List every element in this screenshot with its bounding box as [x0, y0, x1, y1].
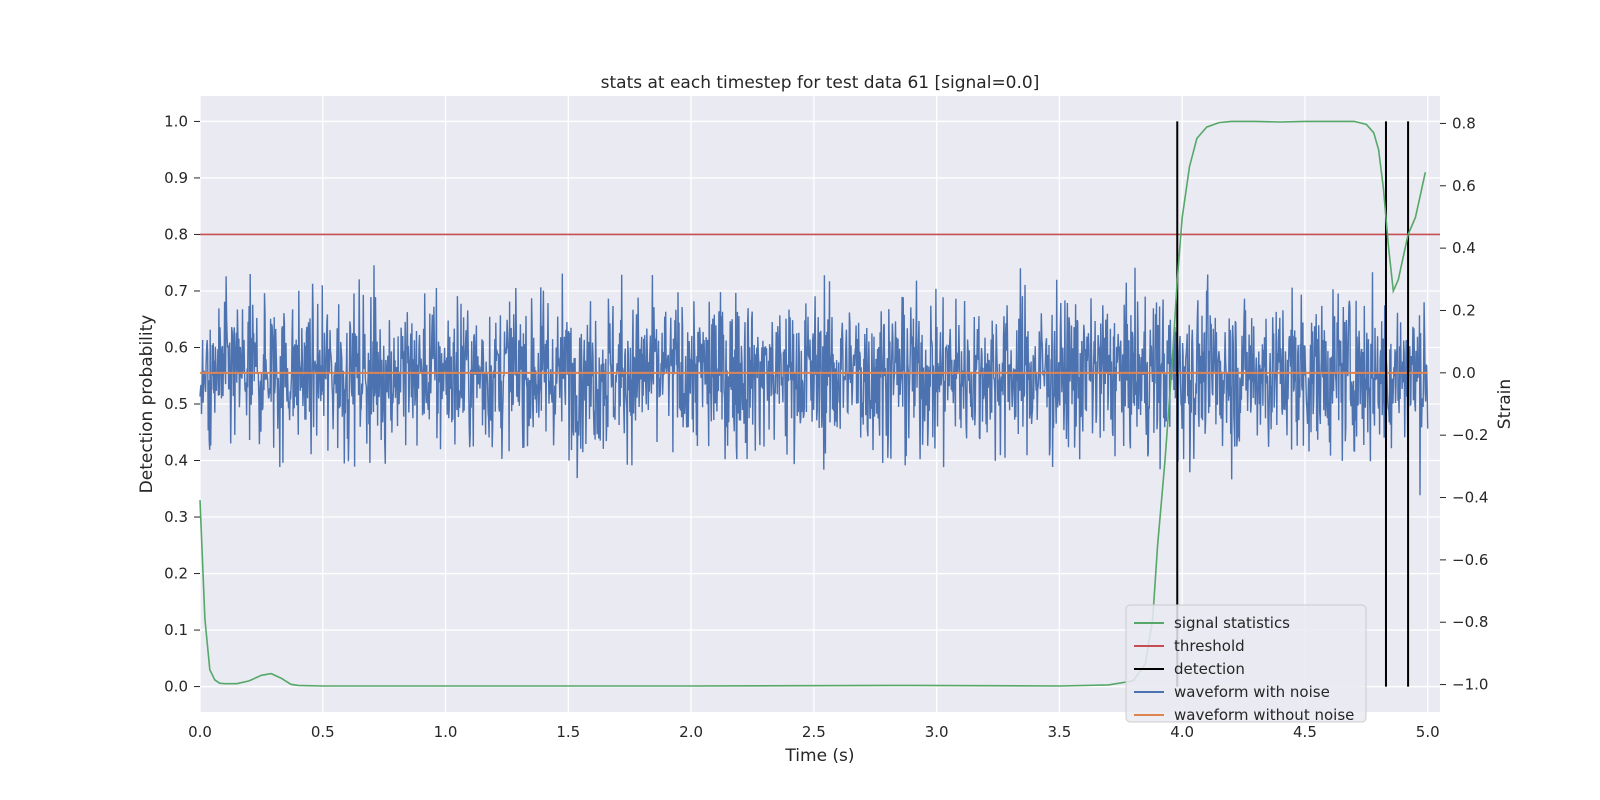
- y-tick-label: 0.5: [164, 395, 188, 413]
- x-tick-label: 1.5: [556, 723, 580, 741]
- legend-label: waveform with noise: [1174, 683, 1330, 701]
- x-tick-label: 3.0: [925, 723, 949, 741]
- y2-tick-label: 0.6: [1452, 177, 1476, 195]
- legend: signal statistics threshold detection wavef…: [1125, 604, 1367, 724]
- y2-tick-label: −0.2: [1452, 426, 1488, 444]
- y2-tick-label: −1.0: [1452, 676, 1488, 694]
- x-tick-label: 0.5: [311, 723, 335, 741]
- y-tick-label: 0.4: [164, 452, 188, 470]
- y2-tick-label: 0.2: [1452, 301, 1476, 319]
- y2-tick-label: −0.6: [1452, 551, 1488, 569]
- y-tick-label: 0.2: [164, 565, 188, 583]
- signal-statistics-line: [199, 120, 1427, 687]
- chart-lines: [199, 120, 1440, 687]
- y2-tick-label: −0.4: [1452, 489, 1488, 507]
- ticks: 0.0 0.5 1.0 1.5 2.0 2.5 3.0 3.5 4.0 4.5 5.0 0.0 0.1 0…: [164, 112, 1488, 741]
- legend-label: waveform without noise: [1174, 706, 1354, 724]
- y-tick-label: 0.1: [164, 621, 188, 639]
- legend-label: threshold: [1174, 637, 1245, 655]
- chart-title: stats at each timestep for test data 61 …: [601, 73, 1040, 93]
- y-tick-label: 1.0: [164, 112, 188, 130]
- y-tick-label: 0.8: [164, 225, 188, 243]
- y2-tick-label: 0.4: [1452, 239, 1476, 257]
- x-tick-label: 1.0: [434, 723, 458, 741]
- x-tick-label: 5.0: [1416, 723, 1440, 741]
- legend-label: signal statistics: [1174, 614, 1290, 632]
- y-tick-label: 0.7: [164, 282, 188, 300]
- waveform-with-noise-line: [199, 265, 1429, 496]
- y2-tick-label: 0.8: [1452, 114, 1476, 132]
- x-tick-label: 4.5: [1293, 723, 1317, 741]
- x-axis-label: Time (s): [784, 746, 854, 766]
- x-tick-label: 4.0: [1170, 723, 1194, 741]
- y2-axis-label: Strain: [1495, 379, 1515, 429]
- x-tick-label: 2.0: [679, 723, 703, 741]
- y-tick-label: 0.9: [164, 169, 188, 187]
- x-tick-label: 2.5: [802, 723, 826, 741]
- y-tick-label: 0.6: [164, 338, 188, 356]
- waveform-with-noise: [199, 265, 1429, 496]
- y2-tick-label: −0.8: [1452, 613, 1488, 631]
- legend-label: detection: [1174, 660, 1245, 678]
- y2-tick-label: 0.0: [1452, 364, 1476, 382]
- x-tick-label: 0.0: [188, 723, 212, 741]
- y-tick-label: 0.0: [164, 678, 188, 696]
- y-tick-label: 0.3: [164, 508, 188, 526]
- y-axis-label: Detection probability: [137, 315, 157, 494]
- x-tick-label: 3.5: [1047, 723, 1071, 741]
- legend-box: [1125, 604, 1367, 723]
